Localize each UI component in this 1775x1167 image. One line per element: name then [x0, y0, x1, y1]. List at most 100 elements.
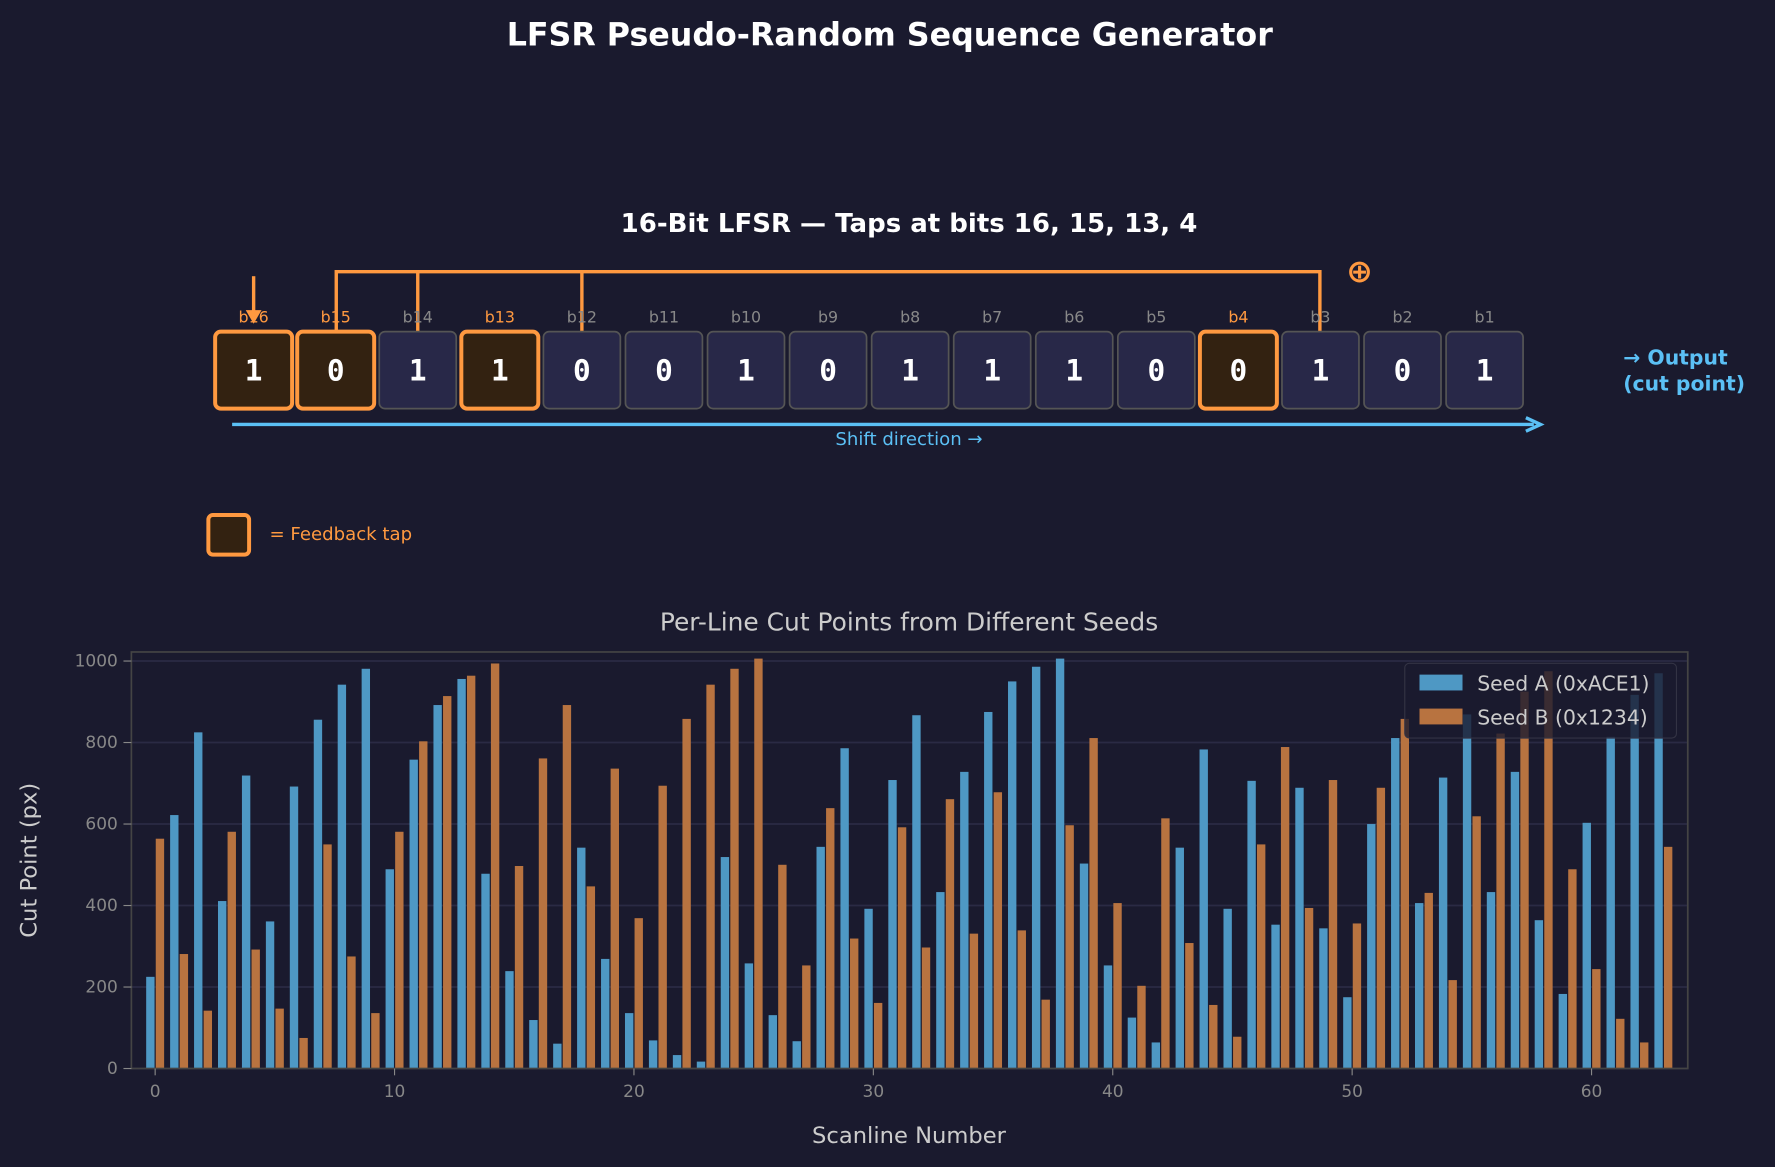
cell-box	[1197, 329, 1279, 411]
bit-label: b7	[982, 308, 1002, 327]
bar-seed-b-50	[1352, 923, 1362, 1069]
bar-seed-a-56	[1486, 892, 1496, 1069]
x-tick-label: 0	[150, 1082, 161, 1102]
bit-value: 1	[409, 353, 427, 387]
bar-seed-b-10	[395, 831, 404, 1069]
bar-seed-a-60	[1582, 822, 1591, 1069]
cell-box	[706, 330, 786, 410]
bit-value: 0	[573, 353, 591, 387]
bar-seed-a-40	[1103, 965, 1113, 1069]
cell-box	[624, 330, 704, 410]
bar-seed-b-57	[1520, 691, 1529, 1069]
bar-seed-a-44	[1199, 749, 1208, 1069]
bar-seed-b-38	[1065, 825, 1074, 1069]
bit-label: b11	[649, 308, 679, 327]
bar-seed-b-19	[610, 768, 619, 1069]
register-cell-b7: b7 1	[952, 308, 1032, 410]
bar-seed-b-22	[682, 718, 691, 1069]
bar-seed-b-32	[921, 947, 931, 1069]
bit-value: 1	[1476, 353, 1494, 387]
cell-box	[788, 330, 868, 410]
bar-seed-a-36	[1008, 681, 1017, 1069]
bar-seed-b-7	[323, 844, 332, 1069]
x-tick-label: 10	[384, 1082, 406, 1102]
bar-seed-a-26	[768, 1015, 777, 1069]
bar-seed-a-42	[1151, 1042, 1161, 1069]
x-tick-label: 20	[623, 1082, 645, 1102]
bar-seed-b-41	[1137, 985, 1146, 1069]
bar-seed-b-59	[1568, 869, 1577, 1069]
bit-label: b2	[1392, 308, 1412, 327]
bar-seed-b-60	[1592, 969, 1601, 1069]
bar-seed-b-15	[514, 866, 524, 1069]
legend-swatch-seed-a	[1419, 674, 1463, 691]
bar-seed-a-53	[1414, 903, 1424, 1069]
bar-seed-b-63	[1663, 846, 1673, 1069]
bar-seed-b-49	[1328, 780, 1338, 1069]
bar-seed-b-44	[1209, 1004, 1218, 1069]
bar-seed-a-8	[337, 684, 347, 1069]
bar-seed-a-31	[888, 780, 897, 1069]
bar-seed-b-5	[275, 1008, 284, 1069]
bar-seed-a-50	[1343, 997, 1352, 1069]
bar-seed-b-3	[227, 831, 236, 1069]
bar-seed-a-14	[481, 873, 490, 1069]
legend-box	[1404, 662, 1678, 739]
bar-seed-b-56	[1496, 733, 1505, 1069]
bit-label: b16	[239, 308, 269, 327]
cell-box	[542, 330, 622, 410]
bit-label: b12	[567, 308, 597, 327]
bar-seed-a-9	[361, 668, 371, 1069]
bar-seed-a-52	[1391, 738, 1400, 1069]
x-tick-label: 40	[1102, 1082, 1124, 1102]
bar-seed-b-52	[1400, 718, 1410, 1069]
bar-seed-a-25	[744, 963, 754, 1069]
bit-value: 1	[1312, 353, 1330, 387]
output-label-line2: (cut point)	[1623, 372, 1745, 396]
bar-seed-b-48	[1304, 907, 1314, 1069]
xor-symbol: ⊕	[1346, 254, 1373, 290]
cell-box	[952, 330, 1032, 410]
bar-seed-a-41	[1127, 1017, 1137, 1069]
y-axis-label: Cut Point (px)	[16, 783, 42, 938]
register-cell-b16: b16 1	[213, 308, 295, 411]
bar-seed-b-34	[969, 933, 979, 1069]
x-tick-label: 60	[1581, 1082, 1603, 1102]
y-tick-label: 200	[85, 978, 117, 998]
bar-seed-a-47	[1271, 924, 1280, 1069]
cell-box	[295, 329, 377, 411]
bar-seed-a-11	[409, 759, 418, 1069]
bar-seed-a-32	[912, 715, 921, 1069]
bar-seed-a-3	[217, 901, 227, 1069]
register-cells: b161b150b141b131b120b110b101b90b81b71b61…	[213, 308, 1524, 411]
register-cell-b2: b2 0	[1363, 308, 1442, 410]
bar-seed-a-58	[1534, 920, 1544, 1069]
bar-seed-a-7	[313, 719, 323, 1069]
bar-seed-a-6	[289, 786, 299, 1069]
bar-seed-b-17	[562, 705, 572, 1069]
register-cell-b4: b4 0	[1197, 308, 1279, 411]
bit-value: 0	[655, 353, 673, 387]
bar-seed-a-27	[792, 1041, 801, 1069]
bar-seed-a-30	[864, 908, 873, 1069]
bar-seed-a-34	[960, 771, 969, 1069]
bit-value: 0	[1147, 353, 1165, 387]
bar-seed-a-48	[1295, 787, 1304, 1069]
bar-seed-b-43	[1185, 943, 1194, 1069]
register-cell-b1: b1 1	[1445, 308, 1524, 410]
bar-seed-b-9	[371, 1013, 380, 1069]
bar-seed-b-53	[1424, 892, 1433, 1069]
bar-seed-b-14	[490, 663, 500, 1069]
register-cell-b6: b6 1	[1034, 308, 1114, 410]
bar-seed-b-29	[850, 938, 859, 1069]
bar-seed-b-23	[706, 684, 715, 1069]
bar-seed-b-51	[1376, 787, 1386, 1069]
bar-seed-a-35	[984, 711, 993, 1069]
bar-seed-b-58	[1544, 671, 1553, 1069]
bar-seed-b-42	[1161, 818, 1170, 1069]
bar-seed-a-12	[433, 705, 442, 1069]
y-tick-label: 800	[85, 733, 117, 753]
register-cell-b3: b3 1	[1281, 308, 1360, 410]
bit-label: b1	[1475, 308, 1495, 327]
bar-seed-b-47	[1280, 747, 1290, 1069]
